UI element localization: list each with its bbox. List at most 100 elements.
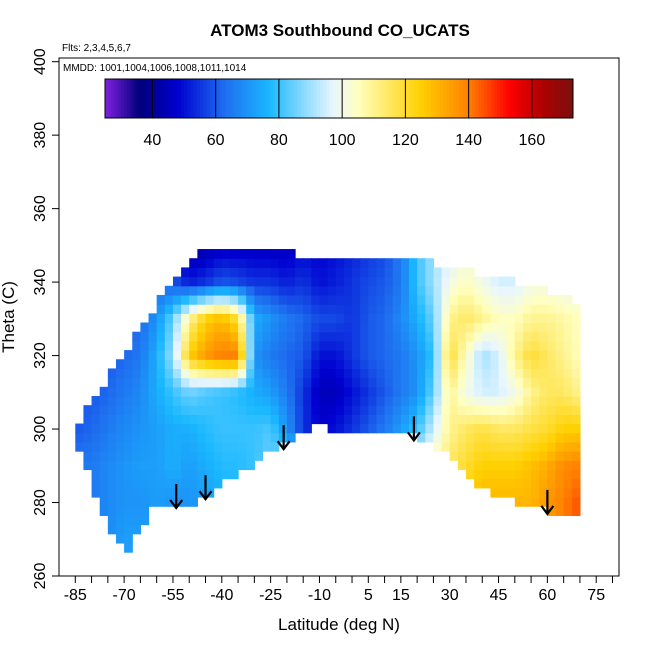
field-cell [295, 276, 304, 287]
field-cell [107, 451, 117, 461]
field-cell [563, 331, 573, 342]
field-cell [124, 533, 133, 544]
field-cell [156, 304, 166, 314]
field-cell [392, 414, 402, 425]
field-cell [189, 423, 198, 434]
profile-arrow [198, 475, 213, 502]
field-cell [506, 405, 516, 415]
field-cell [555, 350, 565, 360]
field-cell [205, 285, 215, 296]
field-cell [384, 294, 394, 305]
field-cell [425, 267, 435, 278]
x-tick-label: -40 [210, 587, 233, 604]
field-cell [246, 377, 255, 388]
field-cell [417, 331, 426, 342]
field-cell [254, 451, 264, 461]
field-cell [400, 395, 410, 406]
colorbar-segment [456, 79, 460, 118]
field-cell [205, 395, 215, 406]
field-cell [148, 368, 158, 379]
profile-arrow [540, 489, 555, 516]
field-cell [164, 423, 174, 434]
field-cell [417, 423, 426, 434]
profile-arrows [169, 416, 555, 516]
colorbar-segment [225, 79, 229, 118]
field-cell [531, 313, 540, 324]
field-cell [229, 313, 239, 324]
field-cell [115, 405, 125, 415]
field-cell [221, 441, 231, 452]
field-cell [286, 285, 296, 296]
field-cell [278, 386, 288, 397]
field-cell [156, 432, 166, 443]
field-cell [229, 276, 239, 287]
field-cell [262, 258, 272, 268]
colorbar-segment [187, 79, 191, 118]
field-cell [441, 432, 451, 443]
field-cell [474, 386, 483, 397]
field-cell [295, 386, 304, 397]
field-cell [539, 441, 548, 452]
field-cell [465, 395, 475, 406]
field-cell [124, 542, 133, 553]
colorbar-segment [547, 79, 552, 118]
field-cell [555, 395, 565, 406]
field-cell [295, 350, 304, 360]
field-cell [392, 368, 402, 379]
field-cell [498, 414, 508, 425]
field-cell [132, 340, 141, 351]
field-cell [254, 249, 264, 259]
colorbar-segment [512, 79, 517, 118]
field-cell [197, 451, 207, 461]
field-cell [254, 285, 264, 296]
field-cell [303, 304, 312, 314]
field-cell [522, 405, 532, 415]
field-cell [270, 331, 280, 342]
field-cell [221, 460, 231, 471]
field-cell [384, 368, 394, 379]
field-cell [229, 285, 239, 296]
field-cell [246, 331, 255, 342]
field-cell [262, 359, 272, 370]
field-cell [335, 304, 345, 314]
colorbar-segment [209, 79, 214, 118]
field-cell [482, 451, 491, 461]
field-cell [555, 432, 565, 443]
field-cell [327, 294, 337, 305]
field-cell [286, 294, 296, 305]
field-cell [465, 377, 475, 388]
field-cell [172, 423, 182, 434]
colorbar-segment [367, 79, 372, 118]
field-cell [319, 294, 329, 305]
field-cell [246, 313, 255, 324]
field-cell [506, 368, 516, 379]
colorbar-segment [291, 79, 296, 118]
colorbar-segment [468, 79, 473, 118]
field-cell [531, 478, 540, 489]
field-cell [286, 414, 296, 425]
y-axis: 260 280 300 320 340 360 380 400 [32, 48, 59, 589]
field-cell [140, 350, 150, 360]
field-cell [563, 469, 573, 480]
field-cell [303, 423, 312, 434]
field-cell [213, 340, 223, 351]
field-cell [115, 460, 125, 471]
field-cell [417, 267, 426, 278]
field-cell [514, 460, 524, 471]
field-cell [474, 340, 483, 351]
field-cell [238, 313, 247, 324]
field-cell [555, 506, 565, 516]
field-cell [156, 386, 166, 397]
field-cell [221, 469, 231, 480]
field-cell [506, 331, 516, 342]
field-cell [514, 478, 524, 489]
field-cell [514, 441, 524, 452]
colorbar-segment [310, 79, 315, 118]
field-cell [156, 414, 166, 425]
field-cell [547, 451, 557, 461]
field-cell [531, 294, 540, 305]
field-cell [490, 441, 500, 452]
field-cell [400, 377, 410, 388]
colorbar-segment [414, 79, 419, 118]
field-cell [482, 423, 491, 434]
